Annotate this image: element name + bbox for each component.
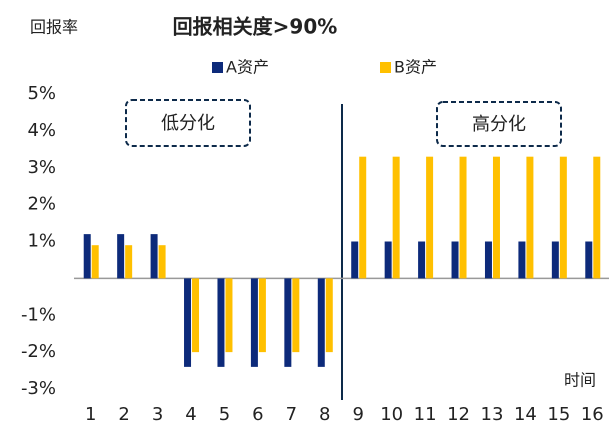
bar (192, 278, 200, 353)
bar (518, 241, 526, 279)
x-tick-label: 1 (85, 404, 96, 425)
x-tick-label: 2 (118, 404, 129, 425)
bar (225, 278, 233, 353)
x-axis-label: 时间 (564, 371, 596, 390)
bar (551, 241, 559, 279)
x-tick-label: 10 (380, 404, 403, 425)
y-tick-label: -2% (21, 341, 56, 362)
legend-label: A资产 (226, 58, 269, 77)
x-tick-label: 13 (481, 404, 504, 425)
bar (559, 156, 567, 279)
bar (317, 278, 325, 367)
bar (91, 245, 99, 279)
bar (158, 245, 166, 279)
y-tick-label: 2% (27, 194, 56, 215)
x-tick-label: 4 (185, 404, 196, 425)
bar (292, 278, 300, 353)
annotation: 高分化 (472, 114, 526, 135)
x-tick-label: 14 (514, 404, 537, 425)
bar (459, 156, 467, 279)
y-axis-label: 回报率 (30, 18, 78, 37)
bar (593, 156, 601, 279)
x-tick-label: 8 (319, 404, 330, 425)
bar (150, 234, 158, 279)
bar (526, 156, 534, 279)
y-tick-label: 4% (27, 120, 56, 141)
x-tick-label: 15 (547, 404, 570, 425)
bar (392, 156, 400, 279)
annotation: 低分化 (161, 113, 215, 134)
x-tick-label: 7 (286, 404, 297, 425)
bar (83, 234, 91, 279)
y-tick-label: 3% (27, 157, 56, 178)
legend-swatch (212, 62, 223, 73)
legend-label: B资产 (394, 58, 437, 77)
bar (359, 156, 367, 279)
x-tick-label: 12 (447, 404, 470, 425)
y-tick-label: -3% (21, 378, 56, 399)
x-tick-label: 9 (352, 404, 363, 425)
bar (384, 241, 392, 279)
bar (250, 278, 258, 367)
bar (125, 245, 133, 279)
y-tick-label: 5% (27, 83, 56, 104)
bar (258, 278, 266, 353)
bar (585, 241, 593, 279)
bar (284, 278, 292, 367)
bar (217, 278, 225, 367)
bar (426, 156, 434, 279)
x-tick-label: 6 (252, 404, 263, 425)
chart-title: 回报相关度>90% (173, 15, 338, 39)
x-tick-label: 3 (152, 404, 163, 425)
annotation-box (436, 101, 562, 147)
bar (325, 278, 333, 353)
bar (117, 234, 125, 279)
bar (451, 241, 459, 279)
y-tick-label: -1% (21, 304, 56, 325)
bar (351, 241, 359, 279)
bar (492, 156, 500, 279)
x-tick-label: 5 (219, 404, 230, 425)
x-tick-label: 16 (581, 404, 604, 425)
bar (484, 241, 492, 279)
bar (184, 278, 192, 367)
x-tick-label: 11 (414, 404, 437, 425)
y-tick-label: 1% (27, 231, 56, 252)
bar (418, 241, 426, 279)
legend-swatch (380, 62, 391, 73)
annotation-box (125, 99, 251, 147)
